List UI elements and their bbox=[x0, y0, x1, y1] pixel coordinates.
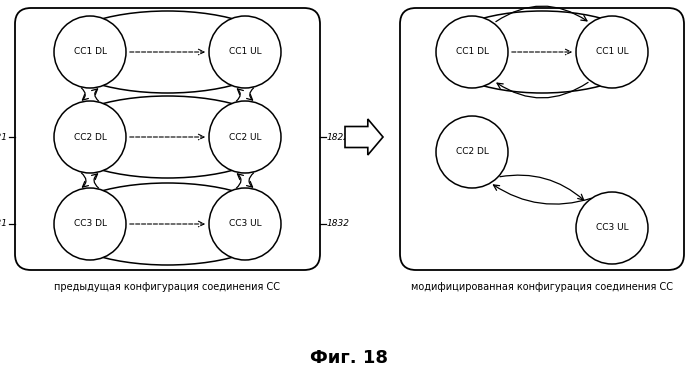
Text: CC1 DL: CC1 DL bbox=[73, 48, 106, 56]
FancyBboxPatch shape bbox=[15, 8, 320, 270]
Circle shape bbox=[436, 16, 508, 88]
Circle shape bbox=[209, 16, 281, 88]
Text: модифицированная конфигурация соединения СС: модифицированная конфигурация соединения… bbox=[411, 282, 673, 292]
Ellipse shape bbox=[438, 11, 646, 93]
Circle shape bbox=[576, 192, 648, 264]
Text: CC1 UL: CC1 UL bbox=[229, 48, 261, 56]
Circle shape bbox=[576, 16, 648, 88]
FancyBboxPatch shape bbox=[400, 8, 684, 270]
Text: CC2 UL: CC2 UL bbox=[229, 133, 261, 141]
Ellipse shape bbox=[56, 96, 279, 178]
Text: 1822: 1822 bbox=[327, 133, 350, 141]
Text: CC1 DL: CC1 DL bbox=[456, 48, 489, 56]
Circle shape bbox=[54, 101, 126, 173]
Ellipse shape bbox=[56, 183, 279, 265]
Text: CC3 DL: CC3 DL bbox=[73, 219, 106, 229]
Text: CC1 UL: CC1 UL bbox=[596, 48, 628, 56]
Text: предыдущая конфигурация соединения СС: предыдущая конфигурация соединения СС bbox=[55, 282, 280, 292]
Text: 1832: 1832 bbox=[327, 219, 350, 229]
Text: CC2 DL: CC2 DL bbox=[456, 147, 489, 157]
Polygon shape bbox=[345, 119, 383, 155]
Text: CC3 UL: CC3 UL bbox=[229, 219, 261, 229]
Circle shape bbox=[54, 188, 126, 260]
Text: 1831: 1831 bbox=[0, 219, 8, 229]
Ellipse shape bbox=[56, 11, 279, 93]
Circle shape bbox=[209, 101, 281, 173]
Text: CC3 UL: CC3 UL bbox=[596, 224, 628, 232]
Circle shape bbox=[209, 188, 281, 260]
Text: 1821: 1821 bbox=[0, 133, 8, 141]
Text: CC2 DL: CC2 DL bbox=[73, 133, 106, 141]
Circle shape bbox=[436, 116, 508, 188]
Circle shape bbox=[54, 16, 126, 88]
Text: Фиг. 18: Фиг. 18 bbox=[310, 349, 389, 367]
